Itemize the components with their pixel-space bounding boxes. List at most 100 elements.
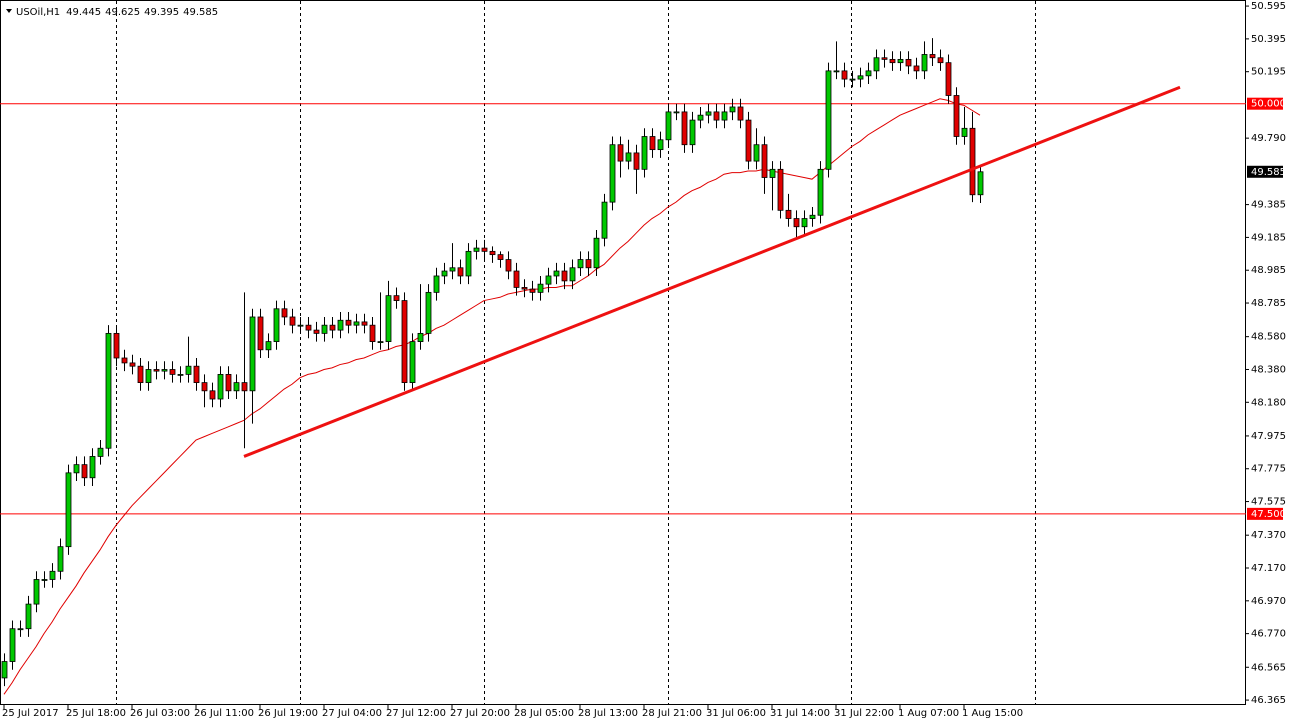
candle-body: [465, 250, 472, 277]
close-value: 49.585: [183, 7, 218, 18]
candle-body: [361, 321, 368, 326]
candle-body: [313, 329, 320, 334]
candle-body: [409, 341, 416, 384]
candle-body: [881, 57, 888, 60]
candle-body: [809, 214, 816, 219]
candle-body: [625, 152, 632, 162]
candle-body: [777, 168, 784, 211]
candle-body: [401, 300, 408, 384]
y-tick-label: 49.790: [1251, 133, 1286, 144]
candle-body: [185, 365, 192, 375]
candle-body: [449, 267, 456, 272]
candle-body: [553, 270, 560, 277]
candle-body: [745, 119, 752, 162]
current-price-box: [1247, 165, 1283, 178]
candle-body: [737, 106, 744, 121]
y-tick-label: 48.580: [1251, 332, 1286, 343]
candle-body: [33, 579, 40, 605]
candle-body: [89, 456, 96, 479]
y-tick-label: 49.385: [1251, 200, 1286, 211]
x-tick-label: 26 Jul 19:00: [258, 708, 318, 719]
candle-body: [561, 270, 568, 282]
candle-body: [177, 374, 184, 376]
x-tick-label: 31 Jul 22:00: [834, 708, 894, 719]
candle-body: [473, 247, 480, 252]
candle-body: [697, 114, 704, 121]
y-tick-label: 46.565: [1251, 662, 1286, 673]
y-tick-label: 47.370: [1251, 530, 1286, 541]
y-tick-label: 50.595: [1251, 1, 1286, 12]
x-tick-label: 31 Jul 06:00: [706, 708, 766, 719]
price-label: 47.500: [1251, 509, 1286, 520]
candle-body: [225, 374, 232, 392]
candle-body: [681, 111, 688, 146]
candle-body: [721, 111, 728, 121]
candle-body: [873, 57, 880, 72]
candle-body: [897, 58, 904, 64]
candle-body: [257, 316, 264, 351]
candle-body: [545, 275, 552, 285]
price-label-box: [1247, 507, 1283, 520]
candle-body: [929, 54, 936, 59]
candle-body: [441, 270, 448, 277]
x-tick-label: 28 Jul 13:00: [578, 708, 638, 719]
candle-body: [913, 65, 920, 72]
candle-body: [937, 57, 944, 64]
candle-body: [673, 111, 680, 114]
candle-body: [193, 365, 200, 384]
candle-body: [57, 546, 64, 572]
candle-body: [1, 661, 8, 679]
y-tick-label: 48.380: [1251, 364, 1286, 375]
candle-body: [137, 365, 144, 384]
low-value: 49.395: [144, 7, 179, 18]
candle-body: [281, 308, 288, 318]
candle-body: [761, 144, 768, 178]
candle-body: [753, 144, 760, 162]
candle-body: [273, 308, 280, 342]
x-tick-label: 27 Jul 12:00: [386, 708, 446, 719]
candle-body: [921, 54, 928, 72]
candle-body: [665, 111, 672, 141]
candle-body: [241, 382, 248, 392]
x-tick-label: 28 Jul 21:00: [642, 708, 702, 719]
candle-body: [417, 332, 424, 342]
candle-body: [577, 259, 584, 269]
candle-body: [513, 270, 520, 288]
chart-header: USOil,H1 49.445 49.625 49.395 49.585: [16, 7, 218, 18]
candle-body: [41, 579, 48, 581]
candle-body: [73, 464, 80, 474]
candle-body: [601, 201, 608, 239]
candle-body: [369, 324, 376, 342]
candle-body: [713, 111, 720, 121]
candle-body: [81, 464, 88, 479]
x-tick-label: 25 Jul 2017: [2, 708, 59, 719]
candle-body: [105, 332, 112, 449]
candle-body: [129, 362, 136, 367]
candle-body: [801, 218, 808, 228]
candle-body: [489, 250, 496, 256]
price-label-box: [1247, 97, 1283, 110]
candle-body: [305, 324, 312, 331]
moving-average: [3, 98, 981, 695]
y-tick-label: 47.975: [1251, 431, 1286, 442]
symbol: USOil,H1: [16, 7, 60, 18]
candle-body: [297, 324, 304, 327]
y-tick-label: 46.770: [1251, 629, 1286, 640]
y-tick-label: 47.575: [1251, 497, 1286, 508]
candle-body: [649, 136, 656, 151]
candle-body: [769, 168, 776, 178]
candle-body: [425, 291, 432, 334]
candle-body: [953, 95, 960, 137]
candle-body: [433, 275, 440, 293]
candle-body: [833, 70, 840, 73]
y-tick-label: 48.180: [1251, 397, 1286, 408]
candle-body: [689, 119, 696, 146]
candle-body: [345, 319, 352, 326]
y-tick-label: 46.365: [1251, 695, 1286, 706]
candle-body: [113, 332, 120, 359]
open-value: 49.445: [66, 7, 101, 18]
candle-body: [969, 127, 976, 196]
candle-body: [65, 472, 72, 548]
x-tick-label: 25 Jul 18:00: [66, 708, 126, 719]
candle-body: [857, 75, 864, 80]
